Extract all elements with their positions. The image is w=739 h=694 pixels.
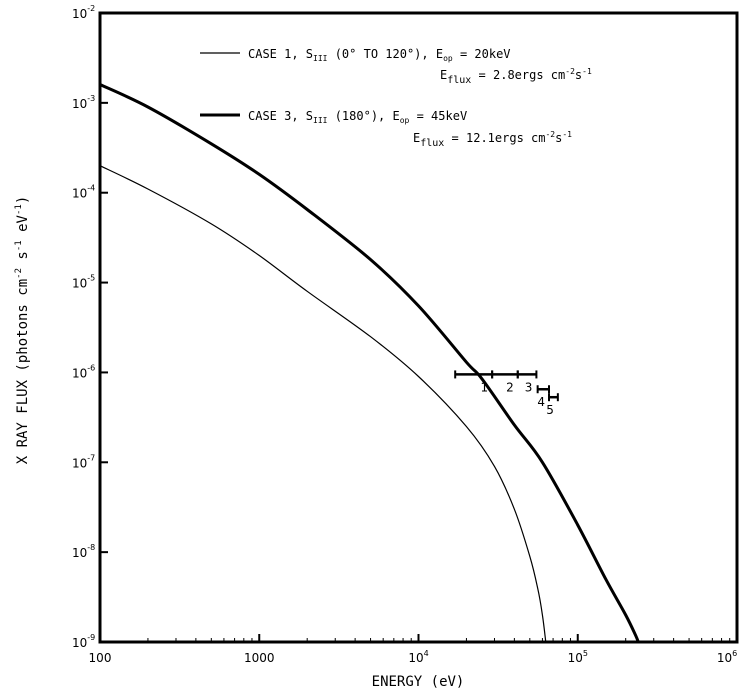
measurement-label: 2 <box>506 380 514 394</box>
legend-label-case1: CASE 1, SIII (0° TO 120°), Eop = 20keV <box>248 47 511 63</box>
x-tick-label: 1000 <box>244 651 275 665</box>
y-tick-label: 10-7 <box>72 453 95 470</box>
plot-frame <box>98 11 739 644</box>
y-tick-label: 10-2 <box>72 4 95 21</box>
measurement-label: 5 <box>546 403 554 417</box>
measurement-points: 1 2 345 <box>454 370 559 417</box>
legend-flux-case3: Eflux = 12.1ergs cm-2s-1 <box>413 130 572 149</box>
legend: CASE 1, SIII (0° TO 120°), Eop = 20keV E… <box>200 47 592 149</box>
y-axis-title: X RAY FLUX (photons cm-2 s-1 eV-1) <box>14 196 31 465</box>
x-axis-title: ENERGY (eV) <box>372 674 465 690</box>
data-series <box>99 83 640 643</box>
x-tick-label: 104 <box>408 649 428 665</box>
legend-flux-case1: Eflux = 2.8ergs cm-2s-1 <box>440 67 592 86</box>
measurement-label: 4 <box>537 395 545 409</box>
y-tick-label: 10-3 <box>72 94 95 111</box>
y-tick-label: 10-6 <box>72 363 95 380</box>
measurement-label: 3 <box>525 380 533 394</box>
series-line-2 <box>99 83 640 643</box>
series-line-1 <box>99 165 547 643</box>
y-tick-label: 10-8 <box>72 543 95 560</box>
y-tick-label: 10-9 <box>72 633 95 650</box>
measurement-label: 1 <box>480 380 488 394</box>
x-tick-label: 106 <box>717 649 737 665</box>
x-tick-label: 100 <box>89 651 112 665</box>
axis-ticks: 100 1000 104 105 106 10-2 10-3 10-4 10-5 10-6 10-7… <box>72 4 738 665</box>
x-tick-label: 105 <box>568 649 588 665</box>
y-tick-label: 10-5 <box>72 274 95 291</box>
y-tick-label: 10-4 <box>72 184 95 201</box>
legend-label-case3: CASE 3, SIII (180°), Eop = 45keV <box>248 109 467 125</box>
